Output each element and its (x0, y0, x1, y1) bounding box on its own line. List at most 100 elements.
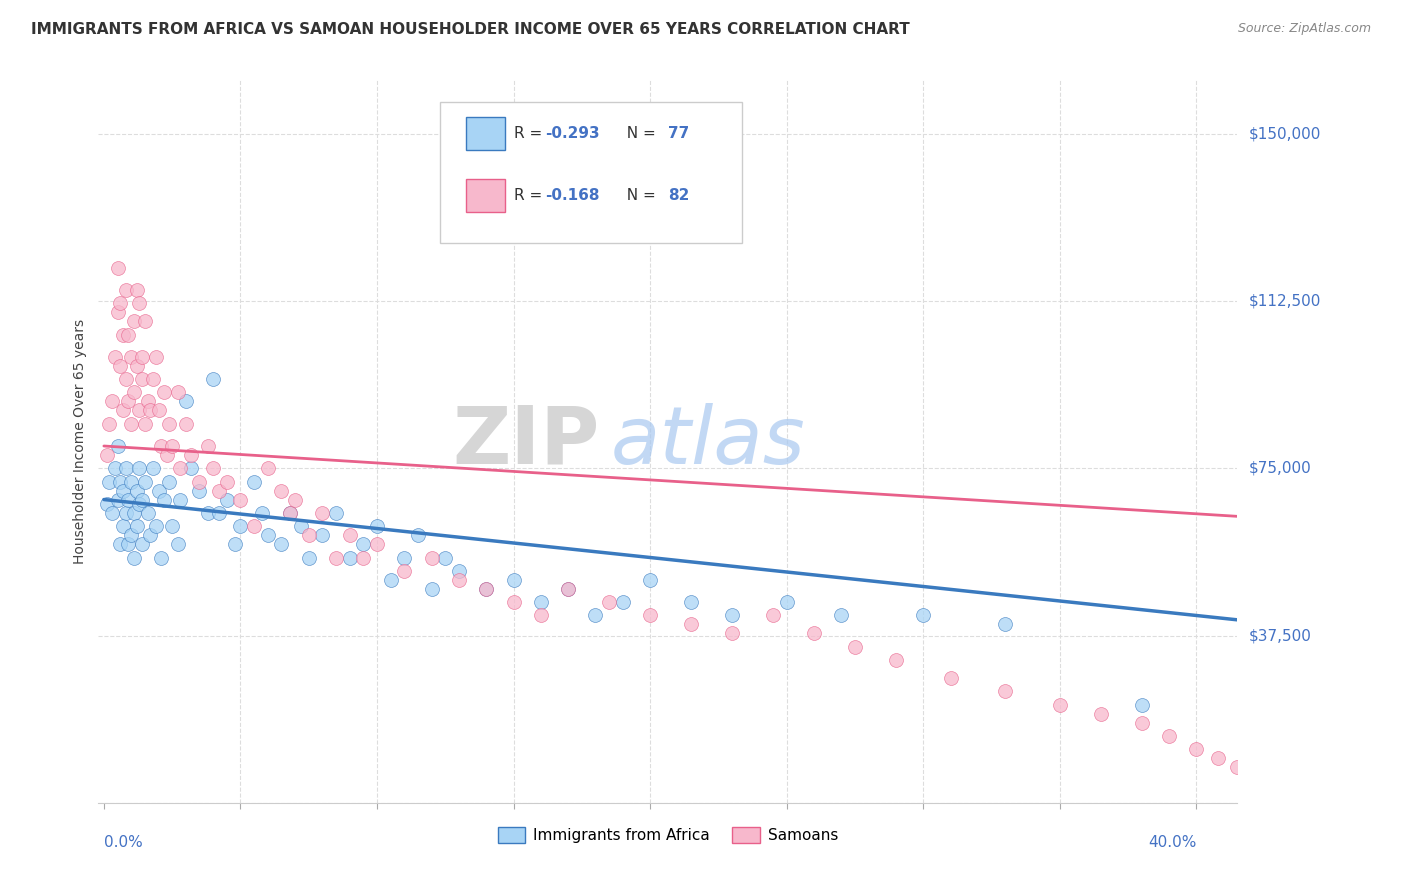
Point (131, 350, 153, 364)
Point (166, 537, 188, 551)
Point (366, 537, 388, 551)
Point (502, 595, 524, 609)
Point (638, 608, 661, 623)
Point (134, 417, 156, 431)
Point (598, 595, 620, 609)
Point (394, 564, 416, 578)
Point (215, 475, 238, 489)
Point (830, 608, 852, 623)
Point (434, 550, 457, 565)
Point (122, 506, 145, 520)
Point (153, 492, 176, 507)
Point (125, 283, 148, 297)
Point (117, 327, 139, 342)
Point (994, 684, 1017, 698)
Point (557, 582, 579, 596)
Point (803, 626, 825, 640)
Text: $75,000: $75,000 (1249, 461, 1312, 475)
Point (128, 403, 150, 417)
Point (325, 550, 347, 565)
Point (1130, 698, 1153, 712)
Point (256, 528, 278, 542)
Point (278, 506, 301, 520)
Point (380, 573, 402, 587)
Text: $37,500: $37,500 (1249, 628, 1312, 643)
Point (475, 582, 498, 596)
Point (114, 506, 136, 520)
Text: 77: 77 (668, 127, 689, 141)
Point (107, 439, 129, 453)
Point (145, 350, 167, 364)
Point (96, 448, 118, 462)
Point (612, 595, 634, 609)
Point (125, 359, 148, 373)
Point (939, 671, 962, 685)
Point (278, 506, 301, 520)
Point (98, 475, 121, 489)
Point (107, 492, 129, 507)
Point (110, 359, 132, 373)
Point (311, 528, 333, 542)
Text: $150,000: $150,000 (1249, 127, 1320, 141)
Point (120, 350, 142, 364)
Point (994, 617, 1017, 632)
Point (104, 461, 127, 475)
Point (284, 492, 307, 507)
Point (243, 475, 266, 489)
Point (134, 314, 156, 328)
Point (98, 417, 121, 431)
Point (96, 497, 118, 511)
Point (153, 385, 176, 400)
Point (111, 519, 134, 533)
Text: 82: 82 (668, 188, 689, 203)
Point (912, 608, 935, 623)
Point (122, 314, 145, 328)
Point (325, 506, 347, 520)
Point (142, 461, 165, 475)
Point (256, 461, 278, 475)
Text: IMMIGRANTS FROM AFRICA VS SAMOAN HOUSEHOLDER INCOME OVER 65 YEARS CORRELATION CH: IMMIGRANTS FROM AFRICA VS SAMOAN HOUSEHO… (31, 22, 910, 37)
Point (197, 439, 219, 453)
Point (188, 483, 211, 498)
Point (160, 519, 183, 533)
Point (148, 403, 170, 417)
Point (1226, 760, 1249, 774)
Text: N =: N = (617, 188, 661, 203)
FancyBboxPatch shape (467, 178, 505, 211)
Point (557, 582, 579, 596)
Point (180, 448, 202, 462)
Point (1090, 706, 1112, 721)
Point (394, 550, 416, 565)
Point (131, 537, 153, 551)
Point (311, 506, 333, 520)
Point (122, 385, 145, 400)
Point (110, 296, 132, 310)
Point (475, 582, 498, 596)
Point (1206, 751, 1229, 765)
Point (131, 372, 153, 386)
Point (197, 506, 219, 520)
Point (122, 550, 145, 565)
Point (139, 403, 162, 417)
Point (148, 483, 170, 498)
Point (884, 653, 907, 667)
Point (174, 417, 197, 431)
Point (207, 506, 229, 520)
Text: -0.168: -0.168 (546, 188, 599, 203)
Point (202, 461, 225, 475)
Point (229, 519, 252, 533)
Point (128, 497, 150, 511)
FancyBboxPatch shape (440, 102, 742, 243)
Point (128, 296, 150, 310)
Text: -0.293: -0.293 (546, 127, 599, 141)
Point (120, 475, 142, 489)
Point (111, 403, 134, 417)
Point (298, 550, 321, 565)
Point (107, 260, 129, 275)
Point (1246, 773, 1268, 788)
Point (844, 640, 866, 654)
Point (131, 492, 153, 507)
Point (298, 528, 321, 542)
Point (721, 626, 744, 640)
Point (174, 394, 197, 409)
